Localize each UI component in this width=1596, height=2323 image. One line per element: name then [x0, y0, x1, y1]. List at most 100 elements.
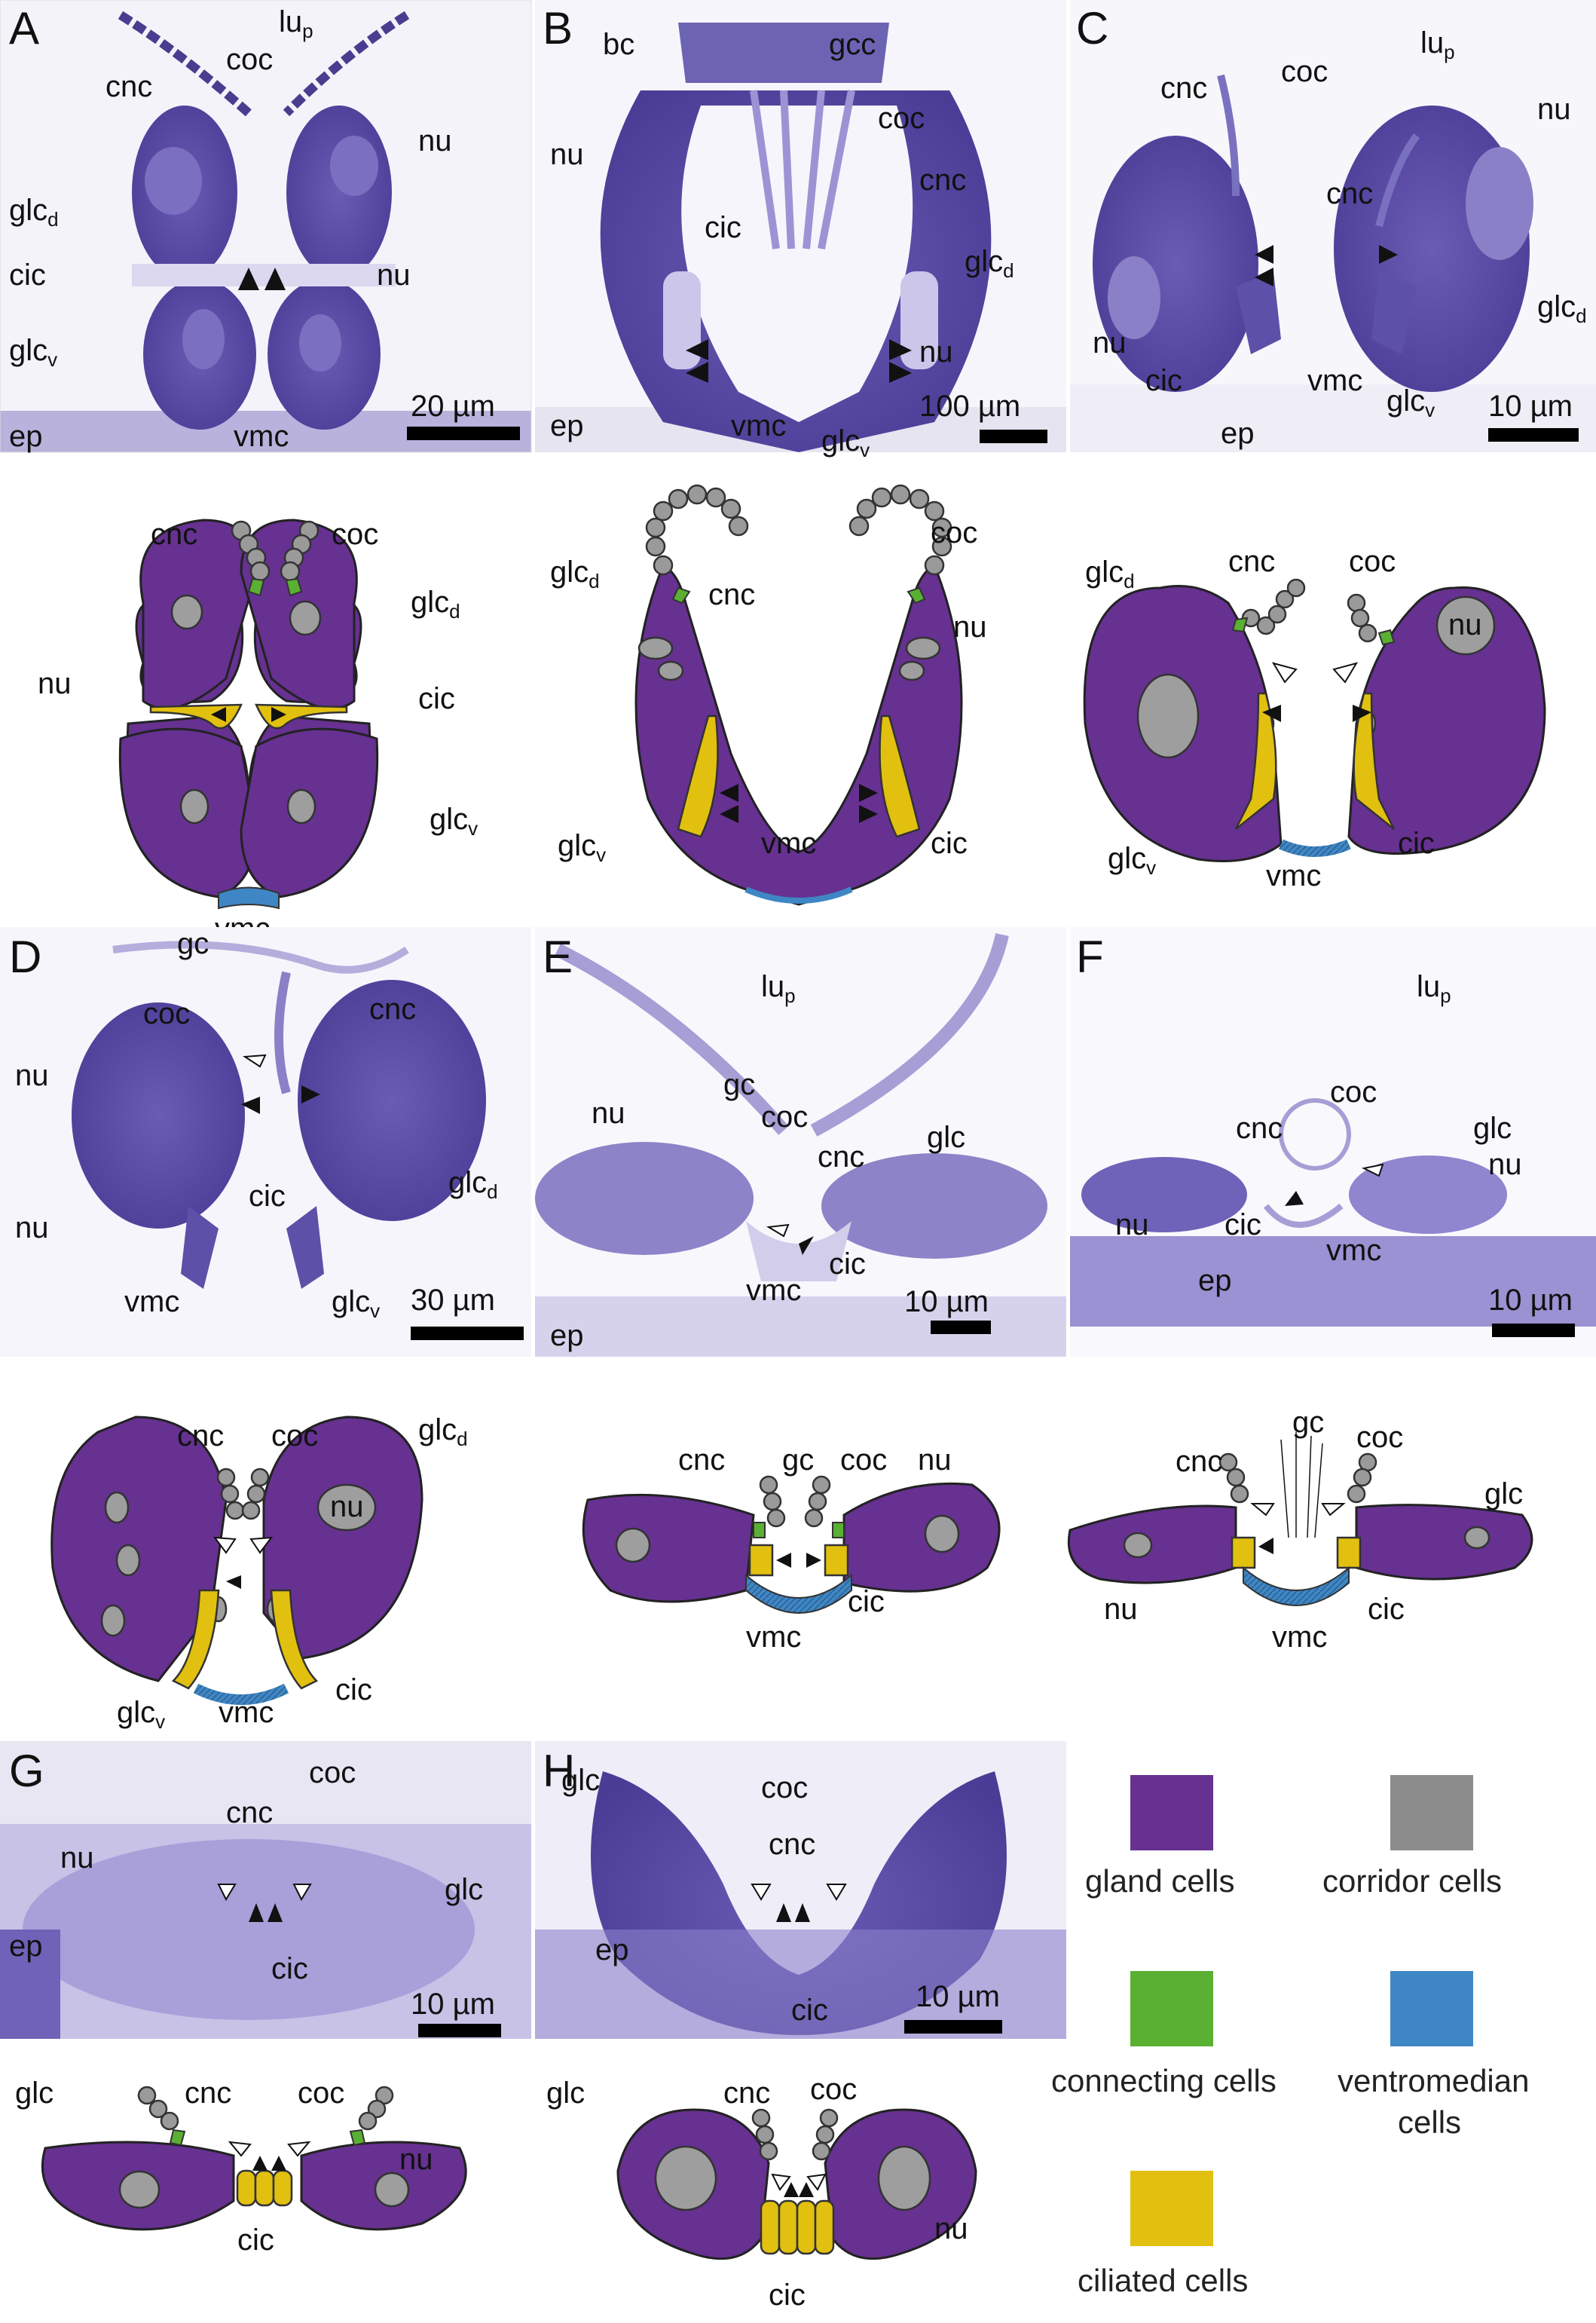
schematic-c	[1083, 578, 1546, 862]
scale-bar-b	[980, 430, 1047, 443]
label-lu-a: lup	[279, 5, 313, 42]
schem-b-glc-v: glcv	[558, 829, 606, 866]
schem-d-cnc: cnc	[177, 1419, 224, 1452]
schem-a-glc-d: glcd	[411, 586, 460, 623]
label-cic-h: cic	[791, 1994, 828, 2027]
label-vmc-d: vmc	[124, 1285, 179, 1318]
schem-g-nu: nu	[399, 2143, 433, 2176]
label-glc-e: glc	[927, 1121, 965, 1154]
schem-a-cnc: cnc	[151, 518, 197, 551]
label-vmc-c: vmc	[1307, 364, 1362, 397]
schem-g-cnc: cnc	[185, 2077, 231, 2110]
schem-b-coc: coc	[931, 516, 977, 549]
label-ep-b: ep	[550, 409, 584, 442]
label-glc-d-b: glcd	[965, 245, 1014, 282]
panel-e-letter: E	[543, 932, 573, 982]
label-coc-b: coc	[878, 102, 925, 135]
legend-label-ventromedian-2: cells	[1398, 2104, 1461, 2140]
schem-a-glc-v: glcv	[430, 803, 478, 840]
label-coc-a: coc	[226, 43, 273, 76]
label-glc-d-d: glcd	[448, 1166, 498, 1203]
label-ep-a: ep	[9, 420, 43, 453]
label-nu-d2: nu	[15, 1211, 49, 1244]
glc-right-e	[821, 1153, 1047, 1259]
schem-d-coc: coc	[271, 1419, 318, 1452]
label-nu-f: nu	[1488, 1148, 1522, 1181]
label-glc-v-b: glcv	[821, 424, 870, 461]
schem-e-nu: nu	[918, 1443, 952, 1477]
schem-d-glc-v: glcv	[117, 1696, 165, 1733]
schem-b-vmc: vmc	[761, 827, 816, 860]
label-vmc-e: vmc	[746, 1274, 801, 1307]
label-coc-e: coc	[761, 1100, 808, 1134]
panel-b-letter: B	[543, 3, 573, 54]
panel-c-letter: C	[1076, 3, 1108, 54]
schem-f-glc: glc	[1484, 1477, 1523, 1510]
schem-g-cic: cic	[237, 2224, 274, 2257]
label-ep-c: ep	[1221, 417, 1255, 450]
label-ep-f: ep	[1198, 1264, 1232, 1297]
label-lu-c: lup	[1420, 26, 1455, 63]
label-glc-v-c: glcv	[1387, 384, 1435, 421]
glc-left-f	[1081, 1157, 1247, 1232]
label-glc-d-c: glcd	[1537, 290, 1587, 327]
scale-label-d: 30 µm	[411, 1284, 495, 1317]
label-nu-e: nu	[592, 1097, 625, 1130]
schem-f-cic: cic	[1368, 1593, 1405, 1626]
scale-label-c: 10 µm	[1488, 390, 1573, 423]
panel-d-micrograph	[0, 927, 531, 1357]
schem-b-glc-d: glcd	[550, 556, 600, 592]
schem-g-coc: coc	[298, 2077, 344, 2110]
panel-f-letter: F	[1076, 932, 1104, 982]
panel-g-letter: G	[9, 1746, 44, 1796]
label-glc-h: glc	[561, 1764, 600, 1797]
schem-a-coc: coc	[332, 518, 378, 551]
schem-f-gc: gc	[1292, 1406, 1324, 1439]
panel-g-micrograph	[0, 1741, 531, 2039]
schem-a-cic: cic	[418, 682, 455, 715]
scale-bar-d	[411, 1327, 524, 1340]
label-nu-c: nu	[1537, 93, 1571, 126]
scale-bar-f	[1492, 1324, 1575, 1337]
schem-e-gc: gc	[782, 1443, 814, 1477]
schem-c-cnc: cnc	[1228, 545, 1275, 578]
schem-e-cnc: cnc	[678, 1443, 725, 1477]
scale-bar-a	[407, 427, 520, 440]
legend-label-ciliated: ciliated cells	[1078, 2263, 1248, 2298]
label-lu-e: lup	[761, 970, 796, 1007]
schem-d-nu: nu	[330, 1490, 364, 1523]
label-cic-f: cic	[1225, 1208, 1261, 1241]
schem-h-glc: glc	[546, 2077, 585, 2110]
legend-swatch-ciliated	[1130, 2171, 1213, 2246]
panel-f-micrograph	[1070, 927, 1596, 1357]
schematic-e	[582, 1475, 1001, 1614]
panel-a-letter: A	[9, 3, 39, 54]
schem-b-cnc: cnc	[708, 578, 755, 611]
panel-d-letter: D	[9, 932, 41, 982]
label-nu-d: nu	[15, 1059, 49, 1092]
label-coc-d: coc	[143, 997, 190, 1030]
panel-h-micrograph	[535, 1741, 1066, 2039]
label-gc-e: gc	[723, 1068, 755, 1101]
label-cic-a: cic	[9, 259, 46, 292]
label-cnc-c: cnc	[1160, 72, 1207, 105]
scale-bar-c	[1488, 428, 1579, 442]
glc-right-f	[1349, 1155, 1507, 1234]
schem-d-glc-d: glcd	[418, 1413, 468, 1450]
label-glc-v-a: glcv	[9, 334, 57, 371]
label-cic-g: cic	[271, 1952, 308, 1985]
label-cnc-h: cnc	[769, 1828, 815, 1861]
legend	[1130, 1775, 1473, 2246]
schem-h-nu: nu	[934, 2212, 968, 2245]
label-cnc-g: cnc	[226, 1796, 273, 1829]
schem-c-cic: cic	[1398, 827, 1435, 860]
legend-swatch-gland	[1130, 1775, 1213, 1850]
schem-d-vmc: vmc	[219, 1696, 274, 1729]
label-ep-h: ep	[595, 1933, 629, 1966]
schem-e-vmc: vmc	[746, 1621, 801, 1654]
label-glc-v-d: glcv	[332, 1285, 380, 1322]
schem-e-cic: cic	[848, 1585, 885, 1618]
label-nu-b2: nu	[919, 335, 953, 369]
label-cic-b: cic	[705, 211, 741, 244]
label-coc-c: coc	[1281, 55, 1328, 88]
